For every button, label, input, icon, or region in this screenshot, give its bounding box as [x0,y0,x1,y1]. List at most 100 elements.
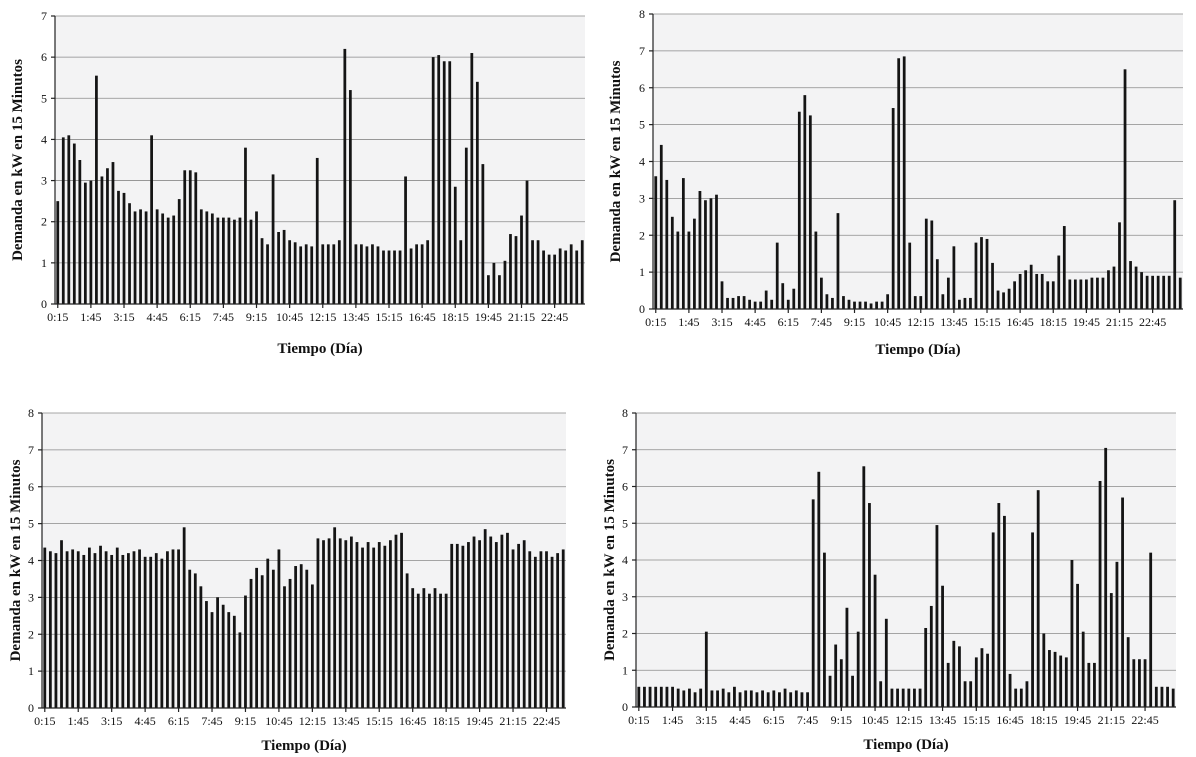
bar [556,553,560,709]
y-tick-label: 7 [622,443,628,457]
bar [1178,277,1182,309]
bar [199,586,203,708]
bar [244,147,247,304]
bar [930,220,934,309]
bar [316,538,320,709]
bar [177,549,180,708]
bar [890,688,894,708]
x-tick-label: 12:15 [907,315,934,329]
bar [232,615,236,708]
bar [836,213,840,310]
bar [288,578,292,708]
bar [764,290,768,309]
bar [847,299,851,309]
bar [828,675,832,707]
y-tick-label: 4 [28,554,34,568]
bar [721,688,725,708]
bar [941,585,944,707]
bar [398,250,402,304]
bar [506,532,509,708]
y-tick-label: 4 [639,155,645,169]
bar [974,242,978,310]
bar [1107,270,1110,309]
bar [704,631,708,707]
chart-panel-1: 0 1 2 3 4 5 6 7 0:15 1:45 3:15 4:45 6:15 7:45 9:15 10:4… [0,0,598,378]
bar [731,297,735,309]
bar [924,627,928,707]
bar [569,244,573,304]
bar [715,194,718,309]
bar [919,296,923,309]
x-tick-label: 19:45 [1073,315,1100,329]
bar [952,640,956,707]
chart-1: 0 1 2 3 4 5 6 7 0:15 1:45 3:15 4:45 6:15 7:45 9:15 10:4… [10,9,585,357]
bar [382,250,385,304]
x-tick-label: 7:45 [201,714,222,728]
bar [1024,270,1028,309]
x-tick-label: 3:15 [711,315,732,329]
bar [517,543,521,708]
bar [654,176,658,309]
bar [856,631,860,707]
bar [879,681,883,707]
y-tick-label: 5 [639,118,645,132]
bar [665,179,669,309]
bar [1166,686,1169,707]
bar [1051,281,1055,309]
y-tick-label: 0 [41,297,47,311]
bar [133,211,137,304]
bar [354,244,358,304]
bar [271,174,275,304]
bar [205,601,208,708]
bar [1018,273,1022,309]
bar [277,549,281,708]
bar [183,170,187,304]
bar [333,527,337,708]
bar [786,299,790,309]
bar [106,168,109,304]
bar [377,542,381,708]
bar [958,299,961,309]
bar [43,547,47,708]
y-tick-label: 2 [639,228,645,242]
x-tick-label: 3:15 [696,713,717,727]
y-tick-label: 5 [41,91,47,105]
x-tick-label: 10:45 [874,315,901,329]
bar [78,160,82,304]
bar [478,540,481,708]
bar [166,217,170,304]
bar [54,553,58,709]
chart-panel-4: 0 1 2 3 4 5 6 7 8 0:15 1:45 3:15 4:45 6:15 7:45 9:15 10:… [598,400,1196,757]
bar [160,558,164,708]
bar [498,275,501,304]
bar [575,250,579,304]
y-tick-label: 7 [28,443,34,457]
bar [935,259,939,309]
bar [394,534,398,708]
x-tick-label: 16:45 [996,713,1023,727]
bar [494,542,498,708]
bar [907,688,911,708]
bar [249,219,253,304]
bar [210,213,214,304]
bar [536,240,540,304]
bar [710,690,714,707]
bar [531,240,534,304]
bar [766,692,770,707]
bar [1098,480,1102,707]
bar [963,681,967,707]
bar [1143,659,1147,707]
bar [288,240,292,304]
bar [946,662,950,707]
bar [1129,261,1132,309]
chart-4: 0 1 2 3 4 5 6 7 8 0:15 1:45 3:15 4:45 6:15 7:45 9:15 10:… [602,406,1176,753]
bar [522,540,526,708]
bar [475,81,479,304]
bar [1085,279,1088,309]
bar [472,536,476,708]
bar [853,301,856,310]
bar [1070,560,1074,707]
bar [72,143,76,304]
x-tick-label: 3:15 [101,714,122,728]
y-axis-title: Demanda en kW en 15 Minutos [8,459,24,661]
